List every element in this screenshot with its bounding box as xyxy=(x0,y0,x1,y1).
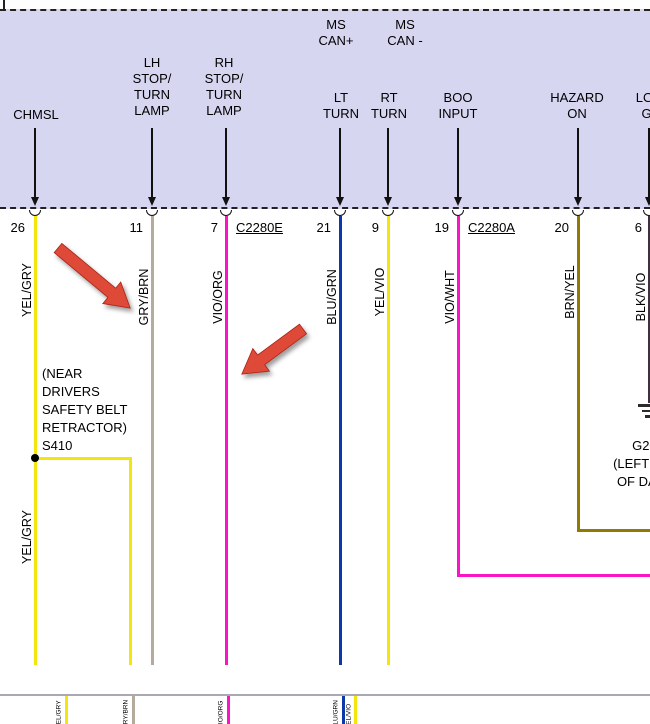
connector-label-c2280a: C2280A xyxy=(468,220,515,235)
continuation-stub-vio-org xyxy=(226,696,230,724)
continuation-stub-yel-vio xyxy=(353,696,357,724)
red-arrow-annotation-1 xyxy=(53,242,131,309)
label-hazard-on: HAZARD ON xyxy=(550,90,604,121)
pin-arrowhead xyxy=(383,197,392,206)
continuation-boundary-line xyxy=(0,694,650,696)
wire-yel-gry xyxy=(33,216,37,665)
continuation-stub-yel-gry xyxy=(64,696,68,724)
pin-number-20: 20 xyxy=(554,220,569,235)
wire-yel-vio xyxy=(386,216,390,665)
pin-number-7: 7 xyxy=(210,220,218,235)
wire-yel-gry-branch-horizontal xyxy=(35,456,131,460)
pin-arrowhead xyxy=(453,197,462,206)
label-rt-turn: RT TURN xyxy=(370,90,408,121)
wire-yel-gry-branch-vertical xyxy=(128,456,132,665)
wire-vio-org xyxy=(224,216,228,665)
wire-vio-wht-vertical xyxy=(456,216,460,575)
pin-arrowhead xyxy=(30,197,39,206)
pin-arrow-line xyxy=(339,128,341,198)
splice-junction-dot xyxy=(31,454,39,462)
module-connector-box xyxy=(0,9,650,209)
ground-label-g202: G202 (LEFT SIDE OF DASH) xyxy=(613,438,650,489)
pin-arrow-line xyxy=(225,128,227,198)
module-border-stub xyxy=(3,0,5,10)
wire-blu-grn xyxy=(338,216,342,665)
pin-number-6: 6 xyxy=(634,220,642,235)
label-logic-gnd: LOGIC GND xyxy=(635,90,650,121)
red-arrow-annotation-2 xyxy=(241,323,308,375)
pin-number-26: 26 xyxy=(10,220,25,235)
pin-arrowhead xyxy=(573,197,582,206)
wire-brn-yel-horizontal xyxy=(576,528,650,532)
continuation-stub-gry-brn xyxy=(131,696,135,724)
pin-number-9: 9 xyxy=(371,220,379,235)
label-boo-input: BOO INPUT xyxy=(438,90,478,121)
pin-arrow-line xyxy=(34,128,36,198)
continuation-stub-blu-grn xyxy=(341,696,345,724)
label-ms-can-minus: MS CAN - xyxy=(387,17,423,48)
pin-arrowhead xyxy=(147,197,156,206)
ground-symbol-bar xyxy=(638,404,650,407)
ground-symbol-bar xyxy=(645,415,650,418)
label-rh-stop-turn-lamp: RH STOP/ TURN LAMP xyxy=(204,55,244,118)
label-chmsl: CHMSL xyxy=(13,107,59,122)
pin-arrow-line xyxy=(577,128,579,198)
wire-blk-vio xyxy=(647,216,650,403)
pin-number-11: 11 xyxy=(129,220,144,235)
pin-arrow-line xyxy=(648,128,650,198)
label-ms-can-plus: MS CAN+ xyxy=(318,17,354,48)
label-lh-stop-turn-lamp: LH STOP/ TURN LAMP xyxy=(132,55,172,118)
pin-arrowhead xyxy=(221,197,230,206)
pin-arrowhead xyxy=(644,197,650,206)
pin-number-21: 21 xyxy=(316,220,331,235)
wire-gry-brn xyxy=(150,216,154,665)
pin-number-19: 19 xyxy=(434,220,449,235)
connector-label-c2280e: C2280E xyxy=(236,220,283,235)
pin-cavity xyxy=(643,210,650,216)
label-lt-turn: LT TURN xyxy=(322,90,360,121)
pin-arrow-line xyxy=(387,128,389,198)
wire-vio-wht-horizontal xyxy=(456,573,650,577)
pin-arrow-line xyxy=(457,128,459,198)
pin-arrow-line xyxy=(151,128,153,198)
splice-note-s410: (NEAR DRIVERS SAFETY BELT RETRACTOR) S41… xyxy=(42,366,128,453)
pin-arrowhead xyxy=(335,197,344,206)
wire-brn-yel-vertical xyxy=(576,216,580,530)
ground-symbol-bar xyxy=(641,409,650,412)
